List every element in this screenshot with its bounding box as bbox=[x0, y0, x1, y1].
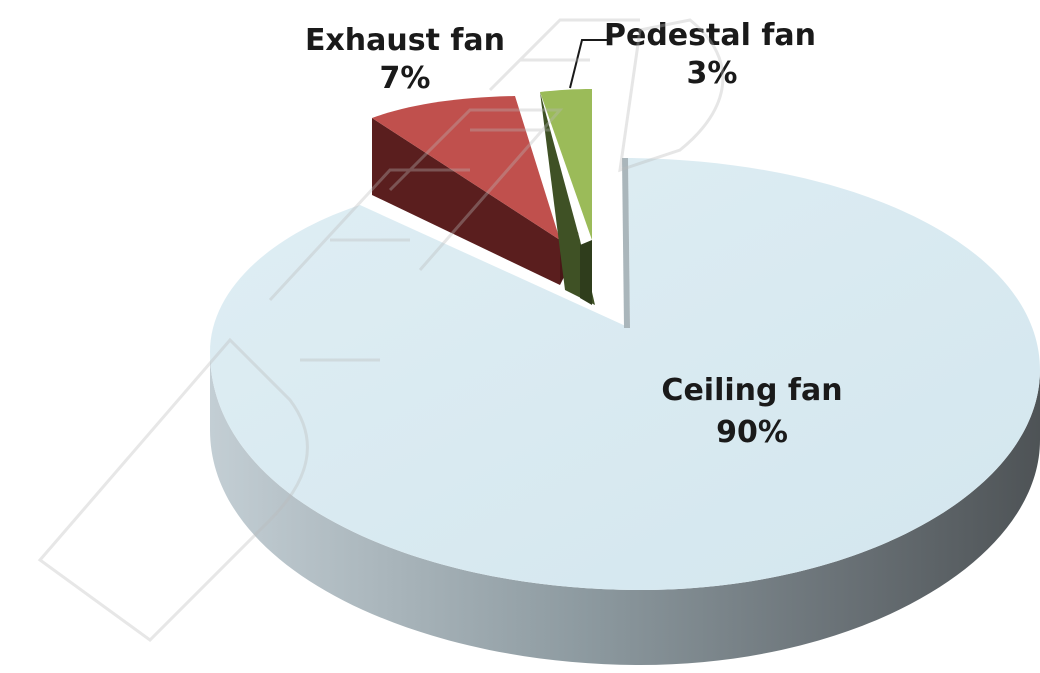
ceiling-fan-label: Ceiling fan bbox=[661, 373, 842, 408]
exhaust-fan-slice bbox=[372, 96, 560, 240]
pedestal-fan-leader-line bbox=[569, 39, 607, 89]
ceiling-fan-value-label: 90% bbox=[716, 415, 788, 450]
ceiling-fan-slice-side bbox=[210, 352, 1040, 665]
pedestal-fan-slice bbox=[540, 89, 592, 240]
watermark bbox=[37, 18, 725, 642]
pedestal-fan-label: Pedestal fan bbox=[604, 18, 816, 53]
ceiling-fan-slice-cut-face bbox=[622, 158, 630, 328]
pedestal-fan-slice-front bbox=[580, 240, 592, 305]
pedestal-fan-value-label: 3% bbox=[687, 56, 738, 91]
exhaust-fan-label: Exhaust fan bbox=[305, 23, 505, 58]
exhaust-fan-value-label: 7% bbox=[380, 61, 431, 96]
ceiling-fan-slice bbox=[210, 158, 1040, 590]
exhaust-fan-slice-side bbox=[372, 118, 560, 285]
